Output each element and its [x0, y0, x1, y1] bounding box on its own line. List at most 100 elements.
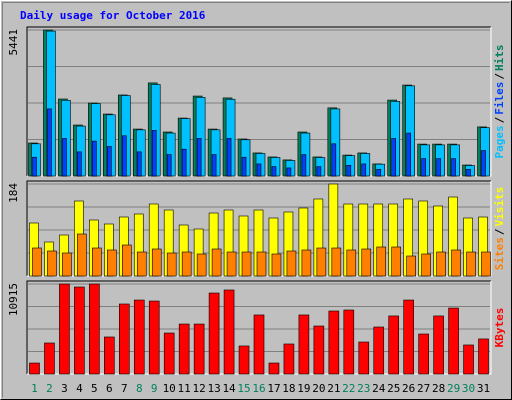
bar: [107, 146, 112, 177]
frame: [26, 180, 491, 276]
bar: [331, 247, 342, 277]
bar: [253, 314, 265, 375]
x-tick-label: 4: [76, 382, 83, 395]
bar: [283, 343, 295, 375]
bar: [466, 168, 471, 177]
bar: [301, 154, 307, 177]
bar: [481, 251, 491, 277]
bar: [421, 253, 431, 277]
x-tick-label: 9: [151, 382, 158, 395]
bar: [388, 315, 400, 375]
legend-separator: /: [493, 116, 506, 123]
bar: [316, 166, 322, 177]
bar: [77, 233, 87, 277]
bar: [406, 255, 416, 277]
legend-separator: /: [493, 73, 506, 80]
bar: [436, 251, 446, 277]
bar: [121, 244, 132, 277]
bar: [448, 307, 459, 375]
bar: [47, 108, 52, 177]
bar: [361, 163, 367, 177]
bar: [346, 164, 352, 177]
legend-entry: Pages: [493, 125, 506, 158]
x-tick-label: 14: [222, 382, 236, 395]
x-tick-label: 16: [252, 382, 265, 395]
x-tick-label: 31: [477, 382, 490, 395]
bar: [29, 362, 40, 375]
bar: [107, 249, 117, 277]
bar: [181, 251, 192, 277]
bar: [391, 246, 402, 277]
bar: [403, 299, 414, 375]
y-tick-label: 10915: [7, 283, 20, 316]
bar: [166, 154, 172, 177]
bar: [346, 249, 357, 277]
y-tick-label: 184: [7, 183, 20, 203]
bar: [92, 140, 97, 177]
chart-title: Daily usage for October 2016: [20, 9, 206, 22]
x-tick-label: 21: [327, 382, 340, 395]
bar: [89, 283, 100, 375]
x-tick-label: 20: [312, 382, 325, 395]
bar: [271, 166, 277, 177]
x-tick-label: 5: [91, 382, 98, 395]
bar: [121, 135, 127, 177]
x-tick-label: 27: [417, 382, 430, 395]
bar: [361, 248, 372, 277]
bar: [118, 303, 130, 375]
frame: [26, 280, 491, 374]
bar: [463, 344, 474, 375]
bar: [256, 163, 262, 177]
x-tick-label: 2: [46, 382, 53, 395]
x-tick-label: 23: [357, 382, 370, 395]
x-tick-label: 7: [121, 382, 128, 395]
legend-entry: Sites: [493, 237, 506, 270]
bar: [136, 151, 142, 177]
bar: [286, 167, 292, 177]
bar: [77, 151, 82, 177]
bar: [241, 251, 252, 277]
bar: [268, 362, 280, 375]
bar: [241, 156, 247, 177]
bar: [196, 253, 207, 277]
bar: [163, 332, 175, 375]
bar: [238, 345, 250, 375]
bar: [62, 138, 67, 177]
legend: Pages/Files/Hits: [493, 45, 506, 159]
x-tick-label: 15: [237, 382, 250, 395]
bar: [193, 323, 205, 375]
bar: [59, 283, 70, 375]
bar: [47, 250, 57, 277]
bar: [181, 148, 187, 177]
bar: [286, 250, 297, 277]
bar: [226, 138, 232, 177]
x-tick-label: 29: [447, 382, 460, 395]
x-tick-label: 10: [163, 382, 176, 395]
frame: [26, 26, 491, 176]
bar: [196, 138, 202, 177]
legend: Sites /Visits: [493, 187, 506, 271]
bar: [343, 309, 355, 375]
bar: [466, 251, 476, 277]
bar: [451, 249, 461, 277]
x-tick-label: 18: [282, 382, 295, 395]
x-tick-label: 25: [387, 382, 400, 395]
bar: [481, 150, 486, 177]
legend: KBytes: [493, 308, 506, 348]
bar: [223, 289, 235, 375]
bar: [376, 246, 387, 277]
bar: [421, 158, 426, 177]
bar: [433, 315, 444, 375]
x-tick-label: 19: [297, 382, 310, 395]
legend-entry: Visits: [493, 187, 506, 227]
bar: [151, 248, 162, 277]
bar: [316, 247, 327, 277]
x-tick-label: 8: [136, 382, 143, 395]
x-tick-label: 17: [267, 382, 280, 395]
x-tick-label: 24: [372, 382, 386, 395]
bar: [151, 130, 157, 177]
bar: [451, 158, 456, 177]
bar: [208, 292, 220, 375]
